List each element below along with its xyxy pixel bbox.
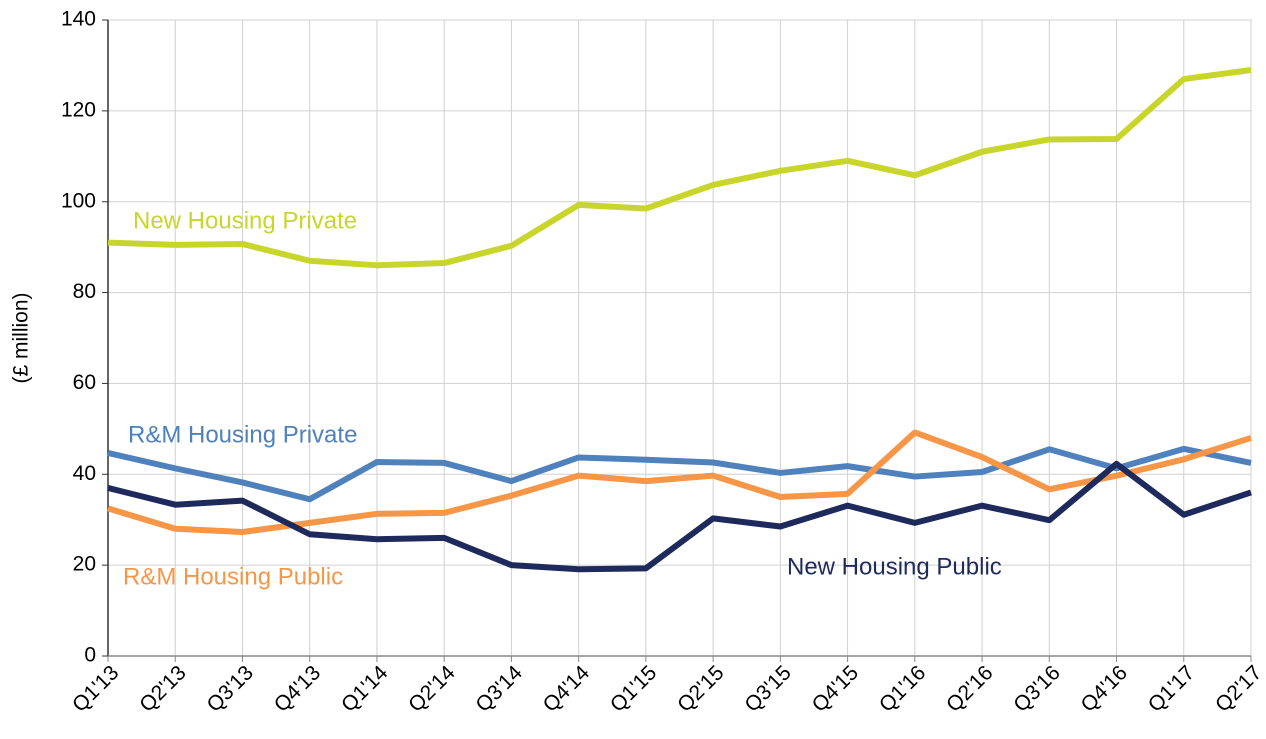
y-tick-label: 0: [84, 644, 96, 667]
x-tick-label: Q3'15: [740, 661, 795, 716]
x-tick-label: Q1'13: [68, 661, 123, 716]
x-tick-label: Q4'15: [808, 661, 863, 716]
x-tick-label: Q4'14: [539, 661, 595, 717]
series-label: New Housing Private: [133, 207, 357, 234]
x-tick-label: Q1'17: [1144, 661, 1199, 716]
y-tick-label: 40: [73, 462, 96, 485]
x-tick-label: Q2'13: [135, 661, 190, 716]
series-line: [107, 460, 1252, 573]
x-tick-label: Q2'16: [942, 661, 997, 716]
series-line: [107, 66, 1252, 269]
plot-frame: [107, 19, 1252, 657]
x-tick-label: Q2'15: [673, 661, 728, 716]
x-tick-label: Q2'14: [404, 661, 460, 717]
x-tick-label: Q2'17: [1211, 661, 1266, 716]
x-tick-label: Q4'13: [270, 661, 325, 716]
x-tick-label: Q4'16: [1077, 661, 1132, 716]
y-tick-label: 120: [61, 98, 96, 121]
x-tick-label: Q3'16: [1009, 661, 1064, 716]
x-tick-label: Q1'16: [875, 661, 930, 716]
series-line: [107, 429, 1252, 535]
y-tick-label: 20: [73, 553, 96, 576]
y-tick-label: 100: [61, 189, 96, 212]
series-label: R&M Housing Public: [123, 563, 343, 590]
x-tick-label: Q1'15: [606, 661, 661, 716]
series-label: New Housing Public: [787, 553, 1002, 580]
y-tick-label: 80: [73, 280, 96, 303]
series-line: [107, 445, 1252, 503]
y-axis-label: (£ million): [10, 292, 33, 383]
series-label: R&M Housing Private: [128, 421, 357, 448]
x-tick-label: Q1'14: [337, 661, 393, 717]
x-tick-label: Q3'14: [471, 661, 527, 717]
y-tick-label: 140: [61, 8, 96, 31]
x-tick-label: Q3'13: [202, 661, 257, 716]
y-tick-label: 60: [73, 371, 96, 394]
